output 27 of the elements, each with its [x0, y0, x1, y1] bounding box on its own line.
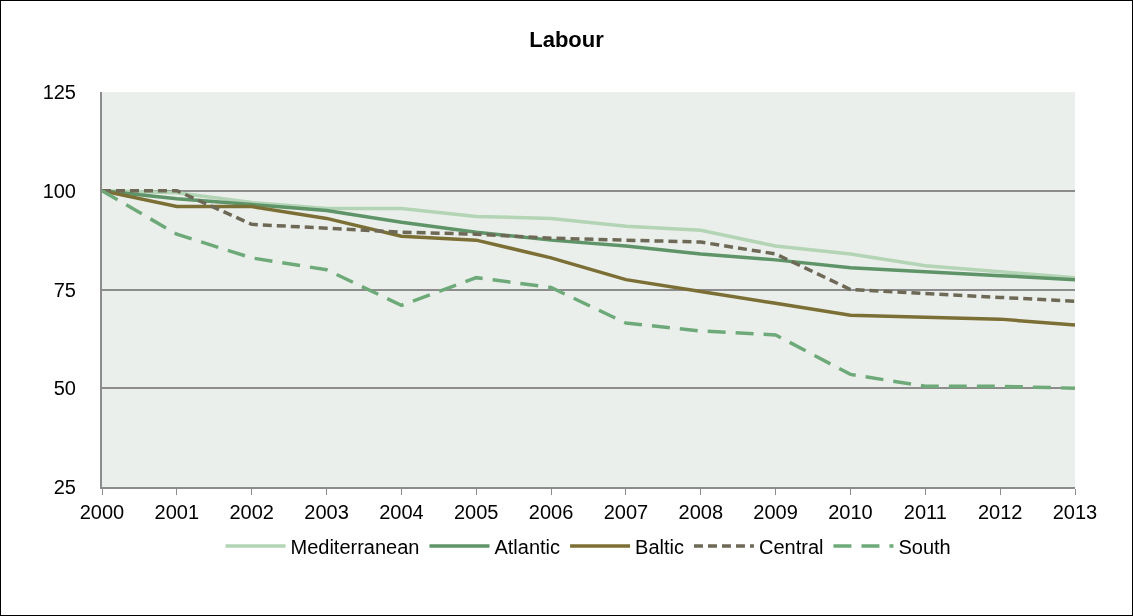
- x-tick-label: 2009: [753, 501, 798, 523]
- line-series: [102, 189, 1075, 304]
- line-series: [102, 189, 1075, 390]
- chart-title: Labour: [529, 27, 605, 53]
- x-tick-label: 2006: [528, 501, 574, 523]
- legend-label: Central: [758, 535, 824, 558]
- x-tick-label: 2007: [603, 501, 649, 523]
- x-tick-label: 2010: [828, 501, 873, 523]
- y-tick-label: 100: [42, 179, 76, 202]
- y-tick-label: 125: [42, 81, 76, 103]
- x-tick-label: 2013: [1052, 501, 1098, 523]
- x-tick-label: 2002: [229, 501, 274, 523]
- x-tick-label: 2004: [379, 501, 424, 523]
- x-tick-label: 2003: [304, 501, 349, 523]
- y-tick-label: 75: [53, 278, 76, 301]
- x-tick-label: 2012: [977, 501, 1023, 523]
- x-tick-label: 2005: [453, 501, 499, 523]
- legend-label: Mediterranean: [290, 535, 420, 558]
- legend-label: South: [898, 535, 951, 558]
- x-tick-label: 2008: [678, 501, 724, 523]
- y-tick-label: 50: [53, 377, 76, 400]
- x-tick-label: 2000: [79, 501, 125, 523]
- legend-label: Baltic: [635, 535, 684, 558]
- x-tick-label: 2011: [903, 501, 947, 523]
- x-tick-label: 2001: [154, 501, 200, 523]
- y-tick-label: 25: [53, 476, 76, 498]
- legend-label: Atlantic: [494, 535, 561, 558]
